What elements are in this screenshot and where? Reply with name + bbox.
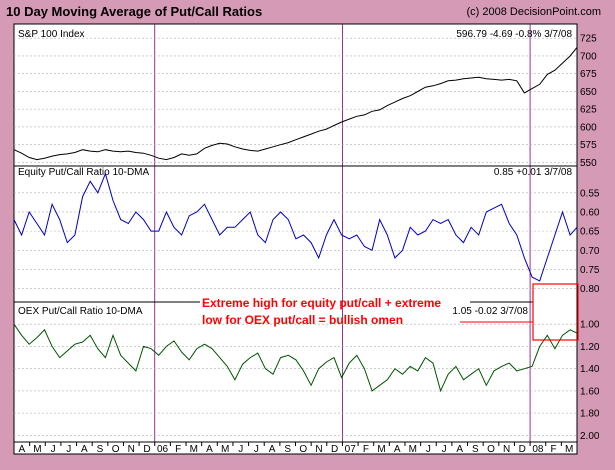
oex-series-line: [13, 323, 578, 393]
x-tick-label: F: [175, 444, 181, 455]
spx-series-line: [13, 47, 578, 161]
equity-series-line: [13, 172, 578, 282]
x-tick-label: S: [472, 444, 479, 455]
y-tick-label: 650: [580, 87, 597, 98]
x-tick-label: 06: [157, 444, 169, 455]
y-tick-label: 0.60: [580, 207, 600, 218]
y-tick-label: 0.75: [580, 265, 600, 276]
y-tick-label: 0.65: [580, 227, 600, 238]
x-tick-label: M: [377, 444, 385, 455]
grid: [14, 24, 577, 446]
oex-readout: 1.05 -0.02 3/7/08: [452, 306, 528, 317]
x-tick-label: O: [487, 444, 495, 455]
x-tick-label: O: [112, 444, 120, 455]
y-tick-label: 700: [580, 51, 597, 62]
x-tick-label: 08: [532, 444, 544, 455]
x-tick-label: A: [81, 444, 88, 455]
y-tick-label: 725: [580, 34, 597, 45]
x-tick-labels: A M J J A S O N D 06 F M A M J J A S O N D 07 F M A M J J A S O N D 08 F M: [18, 444, 573, 455]
panel-dividers: [14, 165, 577, 443]
annotation-line-2: low for OEX put/call = bullish omen: [202, 313, 403, 327]
x-tick-label: A: [269, 444, 276, 455]
x-tick-label: S: [97, 444, 104, 455]
x-tick-label: A: [456, 444, 463, 455]
x-tick-label: D: [331, 444, 338, 455]
equity-label: Equity Put/Call Ratio 10-DMA: [18, 167, 149, 178]
series-group: [13, 47, 578, 393]
x-tick-label: M: [33, 444, 41, 455]
y-tick-label: 2.00: [580, 431, 600, 442]
x-tick-label: A: [206, 444, 213, 455]
x-tick-label: M: [221, 444, 229, 455]
x-tick-label: N: [315, 444, 322, 455]
copyright-text: (c) 2008 DecisionPoint.com: [466, 6, 601, 18]
y-tick-label: 575: [580, 140, 597, 151]
x-tick-label: D: [143, 444, 150, 455]
x-tick-label: F: [363, 444, 369, 455]
x-tick-label: J: [254, 444, 259, 455]
x-tick-label: M: [565, 444, 573, 455]
y-tick-label: 600: [580, 122, 597, 133]
y-tick-label: 550: [580, 158, 597, 169]
x-tick-label: O: [299, 444, 307, 455]
equity-readout: 0.85 +0.01 3/7/08: [494, 167, 573, 178]
x-tick-label: J: [442, 444, 447, 455]
y-tick-labels: 550 575 600 625 650 675 700 725 0.55 0.60 0.65 0.70…: [580, 34, 600, 442]
y-tick-label: 0.80: [580, 284, 600, 295]
oex-label: OEX Put/Call Ratio 10-DMA: [18, 306, 143, 317]
y-tick-label: 0.70: [580, 246, 600, 257]
chart-title: 10 Day Moving Average of Put/Call Ratios: [6, 4, 263, 19]
x-tick-label: J: [426, 444, 431, 455]
y-tick-label: 1.40: [580, 364, 600, 375]
x-tick-label: J: [51, 444, 56, 455]
x-tick-label: A: [394, 444, 401, 455]
x-tick-label: N: [503, 444, 510, 455]
x-tick-label: 07: [345, 444, 357, 455]
spx-readout: 596.79 -4.69 -0.8% 3/7/08: [456, 29, 572, 40]
x-tick-label: M: [190, 444, 198, 455]
x-tick-label: F: [550, 444, 556, 455]
y-tick-label: 1.20: [580, 342, 600, 353]
x-tick-label: J: [238, 444, 243, 455]
y-tick-label: 1.80: [580, 409, 600, 420]
x-tick-label: N: [128, 444, 135, 455]
y-tick-label: 1.00: [580, 320, 600, 331]
y-tick-label: 675: [580, 69, 597, 80]
x-tick-label: A: [18, 444, 25, 455]
x-tick-label: M: [409, 444, 417, 455]
y-tick-label: 0.55: [580, 188, 600, 199]
y-tick-label: 625: [580, 105, 597, 116]
annotation-line-1: Extreme high for equity put/call + extre…: [202, 296, 441, 310]
spx-label: S&P 100 Index: [18, 29, 85, 40]
y-tick-label: 1.60: [580, 386, 600, 397]
x-tick-label: S: [284, 444, 291, 455]
annotation-box: [532, 283, 579, 341]
x-tick-label: J: [66, 444, 71, 455]
x-tick-label: D: [519, 444, 526, 455]
